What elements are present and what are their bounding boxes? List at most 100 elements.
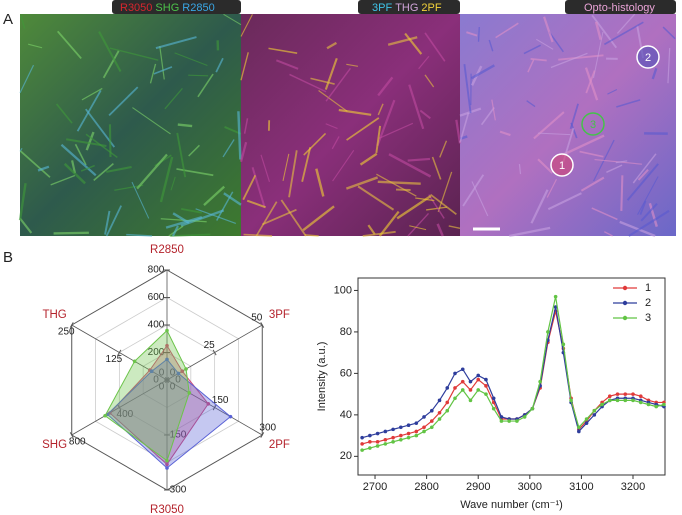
- image-tab-text: R3050: [120, 2, 152, 14]
- texture-fiber: [359, 152, 378, 166]
- x-tick-label: 3100: [569, 481, 593, 493]
- y-tick-label: 80: [340, 326, 352, 338]
- texture-fiber: [332, 150, 355, 182]
- texture-fiber: [282, 153, 290, 181]
- series-point: [584, 421, 589, 425]
- panel-label: A: [3, 11, 13, 28]
- series-point: [538, 379, 542, 384]
- texture-fiber: [491, 99, 496, 121]
- radar-tick-label: 0: [170, 382, 176, 393]
- series-point: [399, 433, 403, 438]
- texture-fiber: [171, 225, 179, 237]
- texture-fiber: [430, 193, 457, 215]
- texture-fiber: [222, 139, 235, 158]
- radar-tick-label: 300: [259, 423, 276, 434]
- series-point: [445, 408, 450, 413]
- series-point: [546, 330, 550, 334]
- texture-fiber: [377, 103, 384, 116]
- texture-fiber: [346, 63, 359, 67]
- texture-fiber: [428, 194, 445, 219]
- series-point: [553, 305, 558, 309]
- texture-fiber: [260, 154, 271, 182]
- texture-fiber: [388, 153, 432, 178]
- texture-fiber: [315, 168, 325, 197]
- texture-fiber: [345, 176, 379, 190]
- texture-fiber: [102, 50, 120, 79]
- texture-fiber: [19, 64, 35, 94]
- texture-fiber: [603, 21, 644, 46]
- series-point: [453, 396, 457, 401]
- texture-fiber: [153, 66, 173, 75]
- texture-fiber: [607, 89, 618, 95]
- texture-fiber: [251, 167, 266, 208]
- radar-point: [184, 367, 188, 371]
- radar-point: [132, 359, 137, 364]
- texture-fiber: [418, 55, 430, 70]
- texture-fiber: [203, 185, 225, 206]
- series-point: [476, 373, 481, 378]
- texture-fiber: [378, 122, 414, 140]
- texture-fiber: [470, 64, 495, 80]
- series-point: [429, 408, 434, 413]
- texture-fiber: [632, 153, 657, 184]
- series-point: [654, 404, 659, 409]
- series-point: [600, 402, 604, 407]
- x-tick-label: 2900: [466, 481, 490, 493]
- roi-marker: [636, 45, 660, 69]
- image-tab: [358, 0, 460, 14]
- texture-fiber: [377, 180, 421, 185]
- texture-fiber: [324, 57, 338, 90]
- roi-label: 3: [590, 119, 596, 131]
- series-point: [375, 431, 380, 436]
- series-point: [406, 435, 411, 440]
- texture-fiber: [176, 168, 214, 177]
- texture-fiber: [223, 192, 242, 206]
- series-point: [368, 446, 372, 450]
- y-tick-label: 60: [340, 367, 352, 379]
- plot-frame: [357, 277, 666, 476]
- series-point: [584, 417, 589, 421]
- texture-fiber: [606, 164, 623, 173]
- texture-fiber: [437, 171, 453, 213]
- radar-tick-label: 150: [170, 430, 187, 441]
- radar-tick-label: 400: [148, 320, 165, 331]
- series-point: [468, 388, 473, 392]
- radar-point: [103, 413, 107, 418]
- texture-fiber: [603, 231, 613, 237]
- texture-fiber: [195, 208, 237, 224]
- texture-fiber: [591, 14, 617, 49]
- radar-tick-label: 0: [159, 382, 165, 393]
- radar-axis-name: SHG: [42, 439, 67, 451]
- texture-fiber: [616, 99, 641, 108]
- texture-fiber: [188, 74, 209, 77]
- texture-fiber: [20, 15, 26, 29]
- texture-fiber: [439, 140, 448, 158]
- series-point: [360, 442, 364, 446]
- texture-fiber: [593, 31, 604, 79]
- texture-fiber: [255, 201, 278, 237]
- texture-fiber: [455, 119, 462, 144]
- series-point: [476, 377, 481, 382]
- panel-label: B: [3, 249, 13, 266]
- radar-point: [187, 391, 192, 395]
- series-point: [468, 398, 473, 403]
- series-point: [453, 371, 457, 376]
- texture-fiber: [325, 67, 352, 102]
- radar-tick-label: 600: [148, 292, 165, 303]
- texture-fiber: [19, 217, 33, 234]
- series-point: [592, 408, 597, 413]
- texture-fiber: [523, 44, 541, 55]
- series-point: [491, 406, 496, 411]
- texture-fiber: [165, 216, 203, 229]
- texture-fiber: [18, 182, 27, 221]
- texture-fiber: [81, 87, 103, 101]
- texture-fiber: [301, 147, 312, 182]
- texture-fiber: [546, 178, 557, 198]
- image-tab-text: 2PF: [421, 2, 441, 14]
- series-point: [522, 415, 527, 419]
- texture-fiber: [408, 84, 425, 130]
- radar-point: [165, 357, 169, 362]
- series-point: [383, 429, 388, 434]
- texture-fiber: [580, 176, 605, 192]
- texture-fiber: [448, 225, 461, 229]
